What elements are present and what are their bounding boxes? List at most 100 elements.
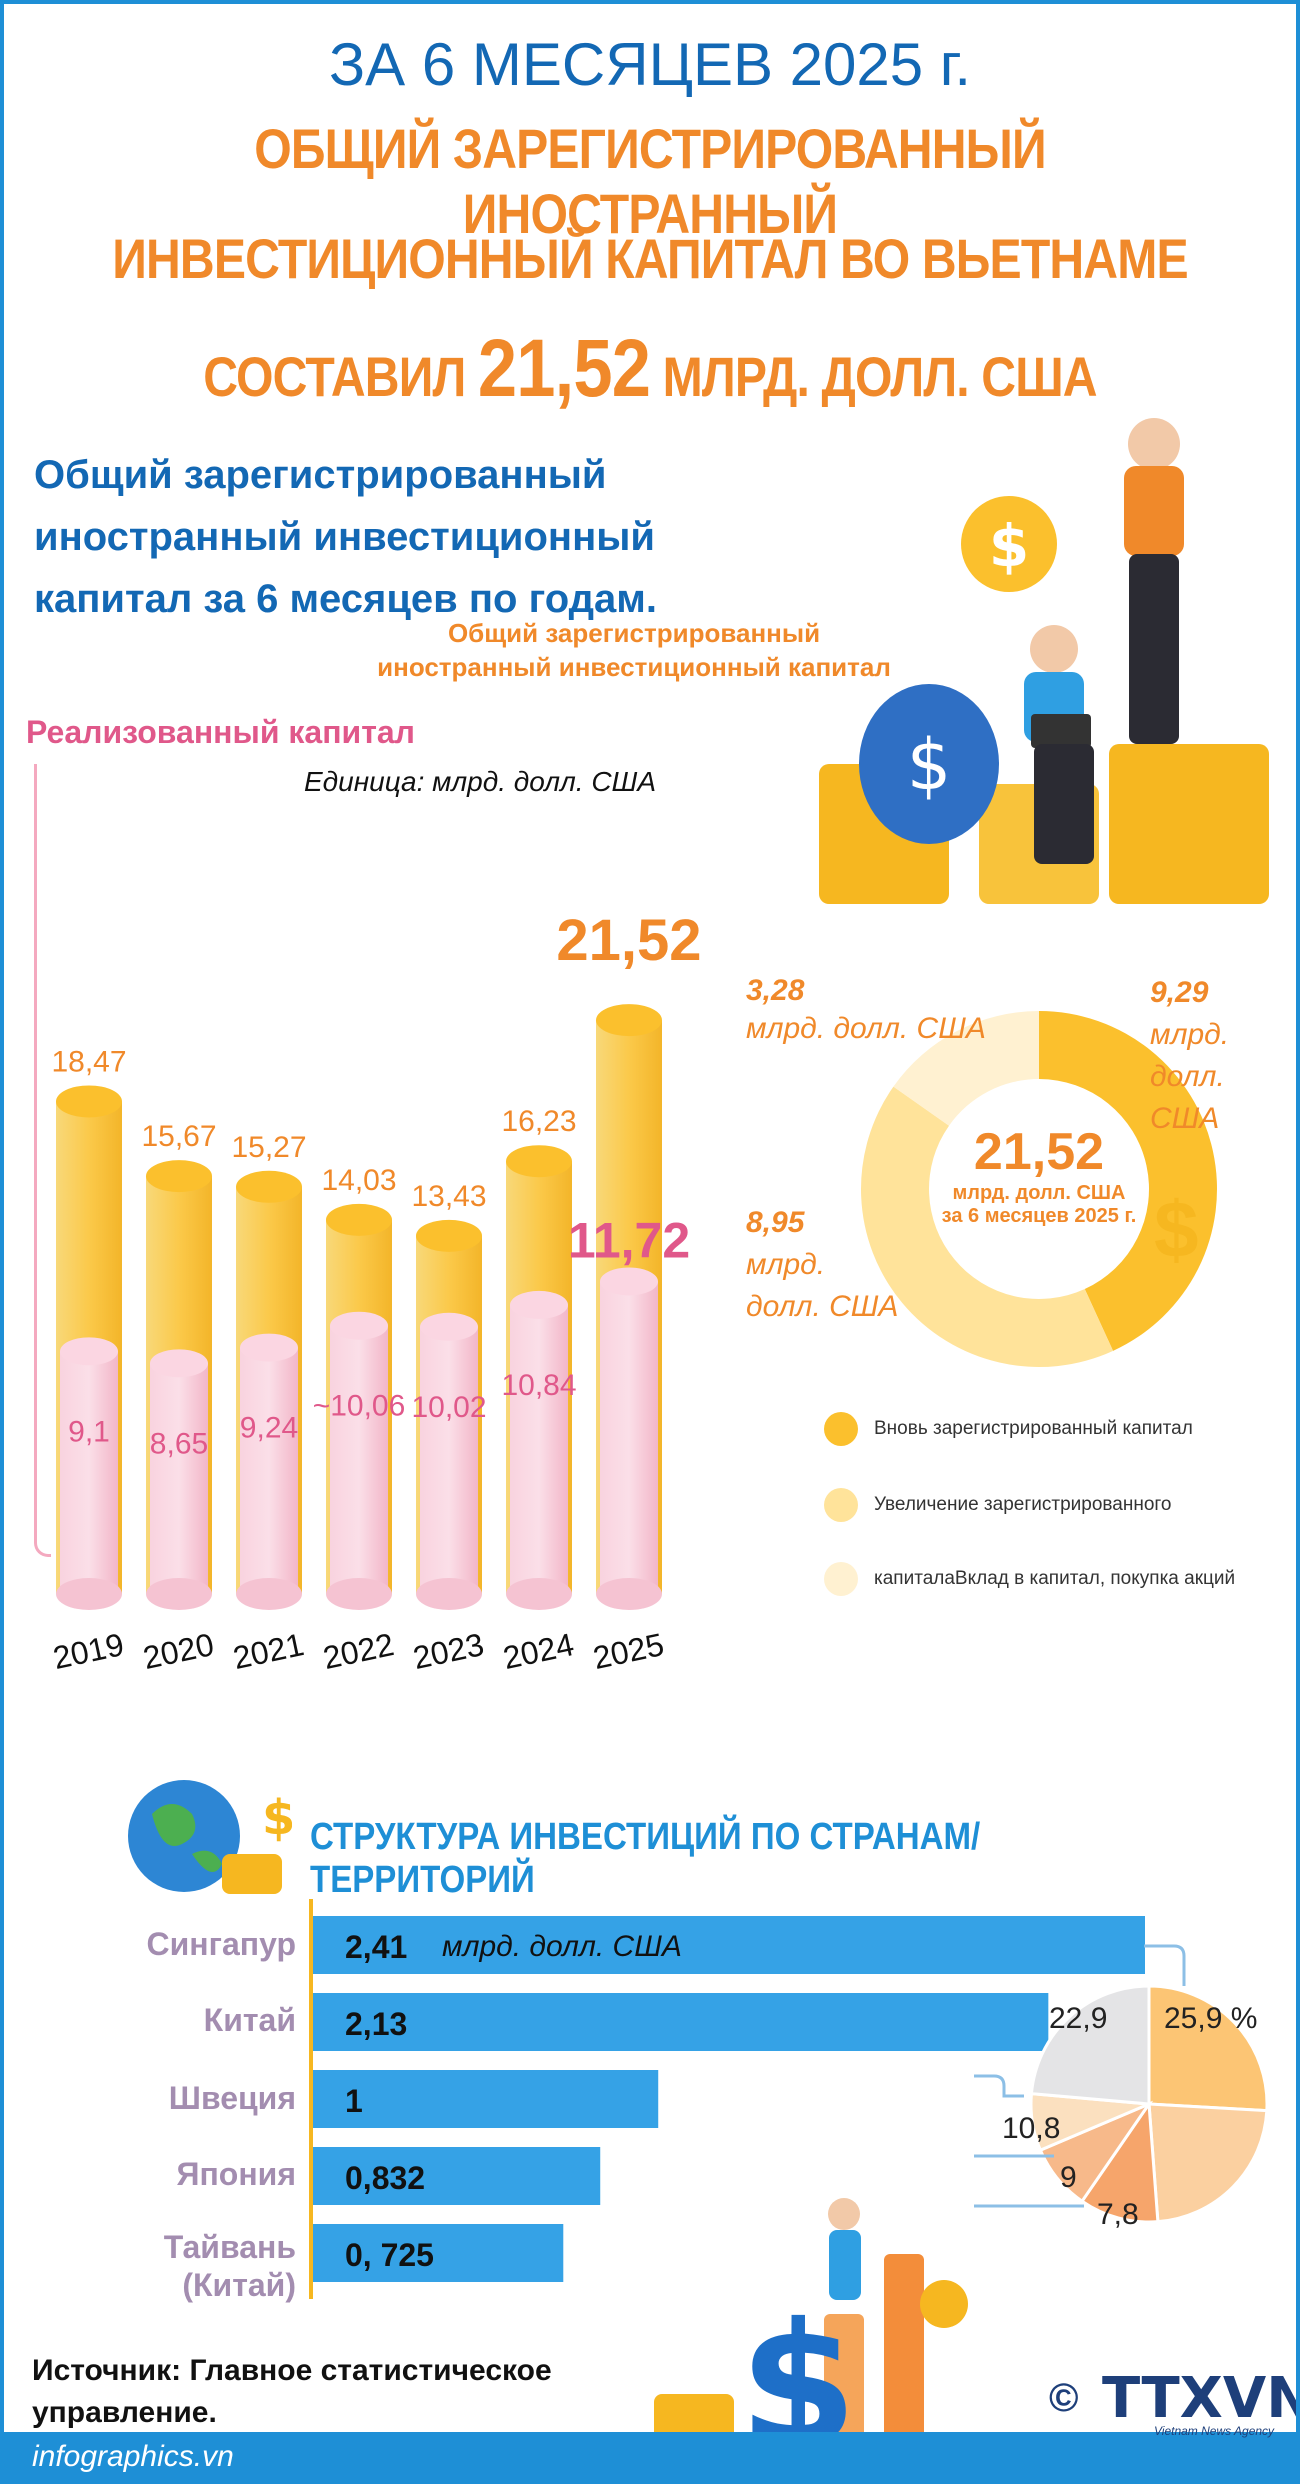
country-label-china: Китай — [203, 2002, 296, 2038]
bar-base-2023 — [416, 1578, 482, 1610]
globe-icon: $ — [128, 1780, 292, 1894]
ttxvn-logo: TTXVN — [1102, 2366, 1300, 2431]
header-period: ЗА 6 МЕСЯЦЕВ 2025 г. — [328, 31, 972, 98]
section-title-l1: Общий зарегистрированный — [34, 453, 607, 497]
bar-total-top-2020 — [146, 1160, 212, 1193]
legend-dot-contribution — [824, 1562, 858, 1596]
section-title-l3: капитал за 6 месяцев по годам. — [34, 577, 657, 621]
bar-realized-2025 — [600, 1281, 658, 1594]
bar-group-2021: 15,27 9,24 2021 — [230, 1131, 307, 1674]
bar-realized-top-2024 — [510, 1290, 568, 1319]
country-bar-chart: 2,41 2,13 1 0,832 0, 725 — [313, 1916, 1145, 2282]
header-line-3: ИНВЕСТИЦИОННЫЙ КАПИТАЛ ВО ВЬЕТНАМЕ — [112, 227, 1188, 290]
footer-bar — [4, 2432, 1296, 2480]
label-realized-2025: 11,72 — [568, 1212, 690, 1268]
bar-base-2021 — [236, 1578, 302, 1610]
dollar-sign-icon: $ — [1154, 1185, 1199, 1274]
donut-slice-1 — [1039, 1011, 1217, 1351]
bar-base-2019 — [56, 1578, 122, 1610]
label-realized-2019: 9,1 — [68, 1415, 110, 1448]
label-total-2023: 13,43 — [411, 1180, 486, 1213]
svg-text:$: $ — [262, 1790, 292, 1846]
bar-realized-2022 — [330, 1325, 388, 1594]
bar-group-2025: 21,52 11,72 2025 — [556, 908, 701, 1674]
yearly-bar-chart: 18,479,1201915,678,65202015,279,24202114… — [50, 908, 702, 1674]
slice-1-unit-3: США — [1150, 1102, 1220, 1135]
country-label-singapore: Сингапур — [146, 1926, 296, 1962]
label-realized-2023: 10,02 — [411, 1391, 486, 1424]
investors-illustration: $ $ — [819, 418, 1269, 904]
bar-realized-2021 — [240, 1347, 298, 1594]
year-label-2023: 2023 — [410, 1626, 487, 1674]
country-label-japan: Япония — [176, 2156, 296, 2192]
bar-total-top-2021 — [236, 1170, 302, 1203]
year-label-2019: 2019 — [50, 1626, 127, 1674]
copyright-icon: © — [1049, 2376, 1079, 2420]
bar-realized-2024 — [510, 1304, 568, 1594]
source-note: Источник: Главное статистическое управле… — [32, 2350, 552, 2434]
donut-slice-3 — [893, 1011, 1039, 1126]
coin-stack-icon — [222, 1854, 282, 1894]
legend-contribution: капиталаВклад в капитал, покупка акций — [874, 1568, 1236, 1589]
bar-realized-top-2023 — [420, 1312, 478, 1341]
country-bar-value-3: 1 — [345, 2083, 363, 2119]
bar-base-2022 — [326, 1578, 392, 1610]
bar-realized-top-2020 — [150, 1349, 208, 1378]
header-total-value: 21,52 — [477, 323, 651, 414]
country-label-sweden: Швеция — [168, 2080, 296, 2116]
donut-center-unit: млрд. долл. США — [952, 1182, 1126, 1204]
slice-2-unit-2: долл. США — [746, 1290, 899, 1323]
bar-realized-top-2019 — [60, 1337, 118, 1366]
legend-dot-new — [824, 1412, 858, 1446]
pie-label-taiwan: 7,8 — [1097, 2198, 1139, 2231]
bar-total-top-2019 — [56, 1085, 122, 1118]
donut-center-value: 21,52 — [973, 1123, 1105, 1181]
legend-total-l1: Общий зарегистрированный — [447, 618, 821, 648]
country-axis — [309, 1899, 313, 2299]
dollar-sign-icon: $ — [989, 512, 1029, 580]
bar-group-2020: 15,67 8,65 2020 — [140, 1120, 217, 1674]
country-bar-4 — [313, 2147, 601, 2205]
year-label-2021: 2021 — [230, 1626, 307, 1674]
bar-group-2019: 18,47 9,1 2019 — [50, 1045, 127, 1674]
country-share-pie — [1029, 1984, 1269, 2224]
bar-realized-top-2021 — [240, 1333, 298, 1362]
bar-realized-2020 — [150, 1363, 208, 1594]
slice-2-unit-1: млрд. — [746, 1248, 826, 1281]
legend-increase: Увеличение зарегистрированного — [874, 1494, 1172, 1515]
country-bar-value-4: 0,832 — [345, 2160, 425, 2196]
bar-base-2020 — [146, 1578, 212, 1610]
bar-total-top-2022 — [326, 1203, 392, 1236]
pie-slice-6 — [1029, 1984, 1151, 2106]
bar-realized-top-2025 — [600, 1267, 658, 1296]
country-bar-2 — [313, 1993, 1049, 2051]
label-total-2025: 21,52 — [556, 908, 701, 973]
country-label-taiwan-l2: (Китай) — [182, 2267, 296, 2303]
label-total-2022: 14,03 — [321, 1164, 396, 1197]
country-bar-value-2: 2,13 — [345, 2006, 407, 2042]
header-suffix: МЛРД. ДОЛЛ. США — [662, 345, 1098, 408]
country-label-taiwan: Тайвань (Китай) — [36, 2228, 296, 2304]
donut-center: 21,52 млрд. долл. США за 6 месяцев 2025 … — [924, 1122, 1154, 1228]
realized-bracket — [34, 764, 51, 1557]
slice-label-1: 9,29 млрд. долл. США — [1150, 972, 1229, 1140]
legend-dot-increase — [824, 1488, 858, 1522]
bar-total-top-2025 — [596, 1004, 662, 1037]
label-realized-2020: 8,65 — [150, 1427, 208, 1460]
money-bag-icon: $ — [859, 684, 999, 844]
source-l1: Источник: Главное статистическое — [32, 2354, 552, 2387]
dollar-coin-icon — [961, 496, 1057, 592]
donut-center-period: за 6 месяцев 2025 г. — [941, 1205, 1137, 1227]
bar-total-top-2024 — [506, 1145, 572, 1178]
pie-label-sweden: 10,8 — [1002, 2112, 1061, 2145]
bar-group-2022: 14,03 ~10,06 2022 — [313, 1164, 406, 1674]
pie-label-singapore: 25,9 % — [1164, 2002, 1258, 2035]
bar-realized-2023 — [420, 1326, 478, 1594]
bar-group-2024: 16,23 10,84 2024 — [500, 1105, 577, 1674]
year-label-2024: 2024 — [500, 1626, 577, 1674]
pie-slice-3 — [1079, 2099, 1160, 2224]
label-total-2019: 18,47 — [51, 1045, 126, 1078]
slice-label-3: 3,28 млрд. долл. США — [746, 972, 986, 1048]
slice-3-value: 3,28 — [746, 974, 805, 1007]
